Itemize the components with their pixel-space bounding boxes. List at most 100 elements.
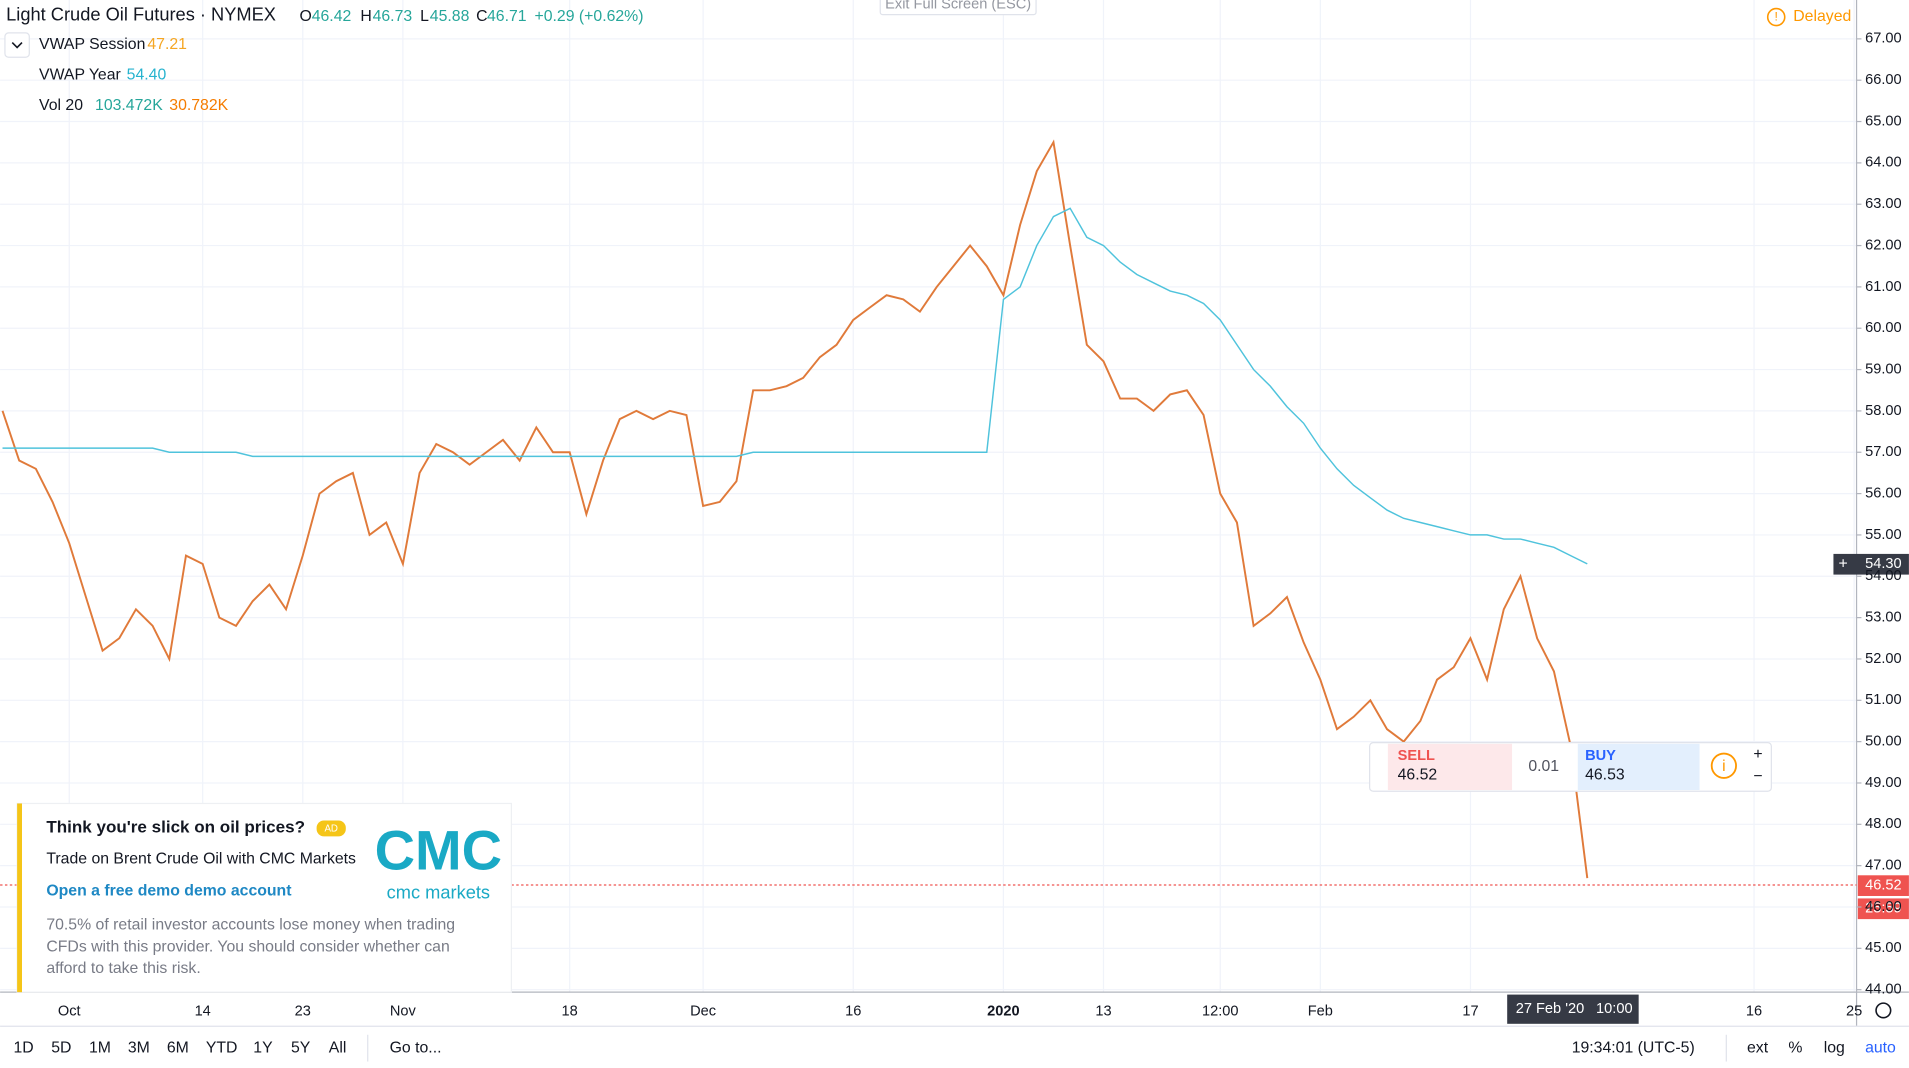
x-tick-label: 14 — [195, 1003, 211, 1019]
ad-disclaimer: 70.5% of retail investor accounts lose m… — [46, 916, 455, 933]
info-icon[interactable] — [1710, 752, 1737, 779]
x-tick-label: Feb — [1308, 1003, 1333, 1019]
indicator-name: Vol 20 — [39, 97, 83, 114]
range-button[interactable]: 1Y — [253, 1039, 273, 1056]
ohlc-value: 46.71 — [487, 8, 527, 25]
ad-logo: CMC — [375, 818, 503, 881]
spread: 0.01 — [1528, 758, 1559, 775]
ohlc-change: +0.29 (+0.62%) — [535, 8, 644, 25]
x-tick-label: 12:00 — [1202, 1003, 1239, 1019]
option-button[interactable]: log — [1824, 1039, 1845, 1056]
delayed-status: Delayed — [1793, 8, 1851, 25]
delayed-icon — [1766, 7, 1786, 27]
indicator-value: 54.40 — [127, 67, 167, 84]
sell-label[interactable]: SELL — [1398, 748, 1435, 764]
ohlc-key: O — [300, 8, 312, 25]
y-tick-label: 49.00 — [1865, 775, 1902, 791]
y-tick-label: 53.00 — [1865, 609, 1902, 625]
option-button[interactable]: ext — [1747, 1039, 1769, 1056]
range-button[interactable]: 1M — [89, 1039, 111, 1056]
indicator-name: VWAP Year — [39, 67, 121, 84]
x-tick-label: 23 — [295, 1003, 311, 1019]
y-tick-label: 56.00 — [1865, 485, 1902, 501]
crosshair-time-badge — [1507, 994, 1639, 1024]
x-tick-label: Nov — [390, 1003, 417, 1019]
y-tick-label: 52.00 — [1865, 651, 1902, 667]
ohlc-key: L — [420, 8, 429, 25]
x-tick-label: 13 — [1095, 1003, 1111, 1019]
exit-fullscreen-button[interactable] — [879, 0, 1037, 16]
indicator-value: 30.782K — [169, 97, 228, 114]
buy-button[interactable] — [1577, 743, 1700, 791]
ad-title: Think you're slick on oil prices? — [46, 817, 305, 836]
crosshair-date: 27 Feb '20 — [1516, 1001, 1585, 1017]
y-tick-label: 60.00 — [1865, 320, 1902, 336]
range-button[interactable]: 6M — [167, 1039, 189, 1056]
ad-line: Trade on Brent Crude Oil with CMC Market… — [46, 851, 356, 868]
y-tick-label: 54.00 — [1865, 568, 1902, 584]
range-button[interactable]: 5D — [51, 1039, 71, 1056]
sell-price[interactable]: 46.52 — [1398, 767, 1438, 784]
option-button[interactable]: % — [1788, 1039, 1802, 1056]
y-tick-label: 64.00 — [1865, 155, 1902, 171]
sell-button[interactable] — [1387, 743, 1513, 791]
y-tick-label: 51.00 — [1865, 692, 1902, 708]
exit-fullscreen-label[interactable]: Exit Full Screen (ESC) — [885, 0, 1031, 13]
range-button[interactable]: All — [329, 1039, 347, 1056]
y-tick-label: 65.00 — [1865, 113, 1902, 129]
plus-button[interactable]: + — [1753, 746, 1762, 763]
x-tick-label: 2020 — [987, 1003, 1019, 1019]
range-button[interactable]: 5Y — [291, 1039, 311, 1056]
symbol-title: Light Crude Oil Futures · NYMEX — [6, 4, 276, 25]
y-tick-label: 44.00 — [1865, 982, 1902, 998]
x-tick-label: 16 — [1746, 1003, 1762, 1019]
x-tick-label: 25 — [1846, 1003, 1862, 1019]
range-button[interactable]: 1D — [13, 1039, 33, 1056]
vwap-price-label: 54.30 — [1865, 556, 1902, 572]
y-tick-label: 62.00 — [1865, 237, 1902, 253]
range-button[interactable]: 3M — [128, 1039, 150, 1056]
buy-price[interactable]: 46.53 — [1585, 767, 1625, 784]
legend-collapse-button[interactable] — [4, 32, 30, 58]
option-button[interactable]: auto — [1865, 1039, 1896, 1056]
y-tick-label: 50.00 — [1865, 733, 1902, 749]
countdown-label: 25:59 — [1865, 901, 1902, 917]
y-tick-label: 57.00 — [1865, 444, 1902, 460]
ad-badge-bg — [316, 820, 346, 837]
y-tick-label: 59.00 — [1865, 361, 1902, 377]
ad-disclaimer: afford to take this risk. — [46, 960, 200, 977]
ohlc-key: C — [476, 8, 487, 25]
ad-frame — [16, 802, 512, 993]
minus-button[interactable]: − — [1753, 768, 1762, 785]
clock: 19:34:01 (UTC-5) — [1572, 1039, 1695, 1056]
y-tick-label: 66.00 — [1865, 72, 1902, 88]
y-tick-label: 46.00 — [1865, 899, 1902, 915]
x-tick-label: Oct — [58, 1003, 81, 1019]
ad-box: Think you're slick on oil prices? AD Tra… — [16, 802, 512, 993]
ohlc-key: H — [360, 8, 371, 25]
ad-badge: AD — [324, 824, 338, 835]
last-price-label: 46.52 — [1865, 877, 1902, 893]
y-tick-label: 63.00 — [1865, 196, 1902, 212]
bottom-toolbar: 1D 5D 1M 3M 6M YTD 1Y 5Y All Go to... 19… — [13, 1034, 1896, 1062]
y-tick-label: 67.00 — [1865, 31, 1902, 47]
goto-button[interactable]: Go to... — [390, 1039, 442, 1056]
ad-accent-bar — [17, 803, 22, 993]
x-tick-label: Dec — [690, 1003, 716, 1019]
ohlc-readout: O 46.42 H 46.73 L 45.88 C 46.71 +0.29 (+… — [300, 8, 644, 25]
crosshair-time: 10:00 — [1596, 1001, 1633, 1017]
settings-gear[interactable] — [1875, 1002, 1892, 1019]
collapse-chevron[interactable] — [11, 42, 23, 49]
crosshair-plus: + — [1839, 555, 1848, 572]
buy-label[interactable]: BUY — [1585, 748, 1616, 764]
indicator-name: VWAP Session — [39, 36, 145, 53]
trade-widget: SELL 46.52 0.01 BUY 46.53 i + − — [1369, 741, 1772, 792]
range-button[interactable]: YTD — [206, 1039, 238, 1056]
ad-link[interactable]: Open a free demo demo account — [46, 882, 292, 899]
delayed-icon-mark: ! — [1775, 9, 1778, 23]
indicator-value: 103.472K — [95, 97, 163, 114]
info-icon-mark[interactable]: i — [1722, 758, 1726, 775]
ad-disclaimer: CFDs with this provider. You should cons… — [46, 938, 449, 955]
y-tick-label: 55.00 — [1865, 527, 1902, 543]
